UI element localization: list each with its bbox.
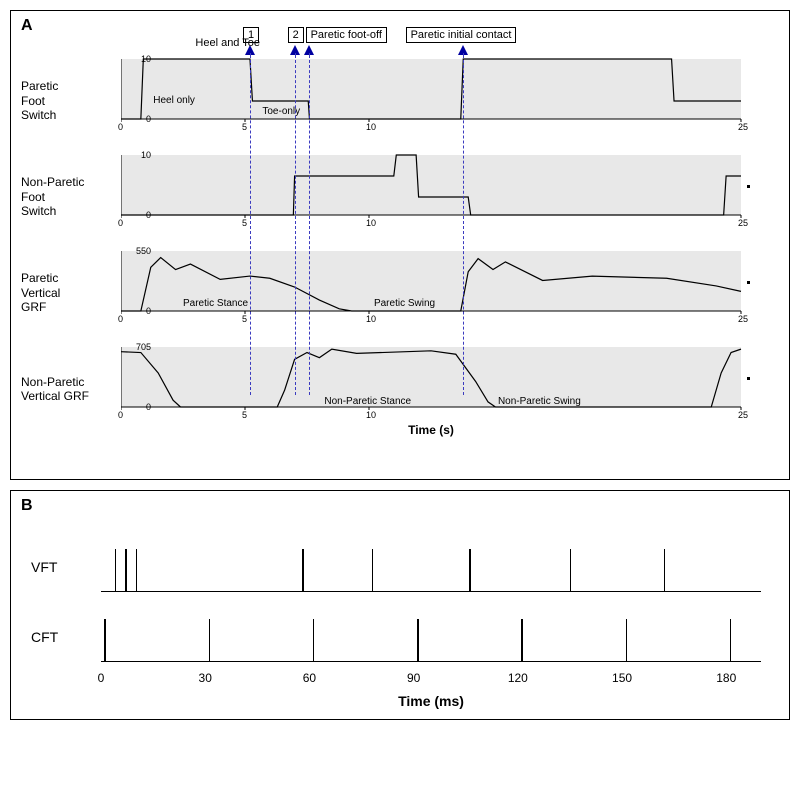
b-tick: [136, 549, 138, 591]
annotation-text: Paretic Stance: [183, 298, 248, 309]
event-label-box: 2: [288, 27, 304, 43]
b-tick: [125, 549, 127, 591]
b-tick: [469, 549, 471, 591]
b-x-tick-label: 150: [612, 671, 632, 685]
event-label-box: Paretic initial contact: [406, 27, 517, 43]
chart-row: Non-PareticFootSwitch100051025: [21, 151, 774, 243]
signal-svg: [121, 151, 743, 243]
b-tick: [104, 619, 106, 661]
annotation-text: Heel only: [153, 95, 195, 106]
b-x-axis-title: Time (ms): [398, 693, 464, 709]
event-vline: [250, 55, 251, 395]
side-dot: [747, 185, 750, 188]
b-row-label: VFT: [31, 559, 57, 575]
signal-svg: [121, 55, 743, 147]
signal-svg: [121, 247, 743, 339]
b-x-tick-label: 90: [407, 671, 420, 685]
row-label: Non-PareticFootSwitch: [21, 175, 121, 218]
panel-a-body: Heel and Toe12Paretic foot-offParetic in…: [21, 29, 774, 437]
row-label: PareticVerticalGRF: [21, 271, 121, 314]
b-x-tick-label: 180: [716, 671, 736, 685]
chart-area: 7050051025Non-Paretic StanceNon-Paretic …: [121, 343, 774, 435]
chart-area: 100051025: [121, 151, 774, 243]
b-tick: [313, 619, 315, 661]
annotation-text: Non-Paretic Stance: [324, 396, 411, 407]
chart-row: Non-PareticVertical GRF7050051025Non-Par…: [21, 343, 774, 435]
event-label-box: Paretic foot-off: [306, 27, 387, 43]
b-tick: [626, 619, 628, 661]
panel-a: A Heel and Toe12Paretic foot-offParetic …: [10, 10, 790, 480]
b-row-baseline: [101, 541, 761, 592]
event-vline: [463, 55, 464, 395]
annotation-text: Non-Paretic Swing: [498, 396, 581, 407]
signal-svg: [121, 343, 743, 435]
panel-a-label: A: [21, 17, 33, 35]
b-tick: [302, 549, 304, 591]
b-tick: [521, 619, 523, 661]
chart-area: 5500051025Paretic StanceParetic Swing: [121, 247, 774, 339]
panel-a-header: Heel and Toe12Paretic foot-offParetic in…: [121, 29, 741, 55]
panel-b-body: VFTCFT0306090120150180Time (ms): [21, 521, 774, 701]
side-dot: [747, 377, 750, 380]
side-dot: [747, 281, 750, 284]
b-x-tick-label: 60: [303, 671, 316, 685]
b-tick: [417, 619, 419, 661]
chart-row: PareticFootSwitch100051025Heel onlyToe-o…: [21, 55, 774, 147]
b-tick: [730, 619, 732, 661]
chart-row: PareticVerticalGRF5500051025Paretic Stan…: [21, 247, 774, 339]
b-tick: [664, 549, 666, 591]
b-tick: [570, 549, 572, 591]
event-vline: [309, 55, 310, 395]
row-label: PareticFootSwitch: [21, 79, 121, 122]
panel-b: B VFT CFT 0 30 60 90 120 150 180 Time (ms): [10, 490, 790, 720]
annotation-text: Heel and Toe: [195, 37, 260, 49]
b-tick: [115, 549, 117, 591]
b-tick: [209, 619, 211, 661]
b-x-tick-label: 120: [508, 671, 528, 685]
b-x-tick-label: 0: [98, 671, 105, 685]
b-row-label: CFT: [31, 629, 58, 645]
chart-area: 100051025Heel onlyToe-only: [121, 55, 774, 147]
b-row-baseline: [101, 611, 761, 662]
annotation-text: Paretic Swing: [374, 298, 435, 309]
event-vline: [295, 55, 296, 395]
row-label: Non-PareticVertical GRF: [21, 375, 121, 404]
panel-b-label: B: [21, 497, 33, 515]
b-tick: [372, 549, 374, 591]
b-x-tick-label: 30: [199, 671, 212, 685]
